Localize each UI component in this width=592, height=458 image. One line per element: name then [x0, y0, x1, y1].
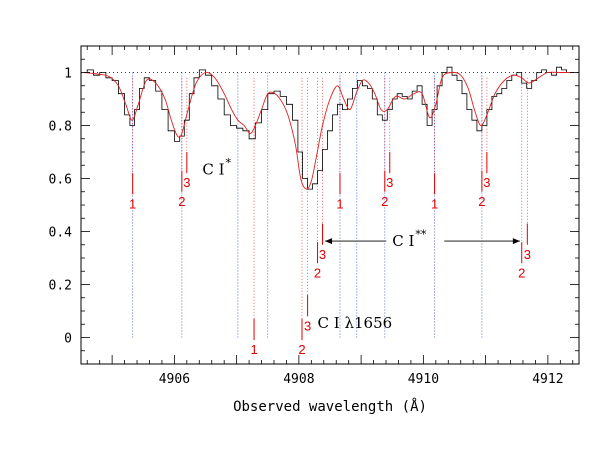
x-tick-label: 4908	[283, 372, 314, 387]
annotation-superscript: *	[226, 157, 232, 170]
transition-label: 3	[304, 318, 311, 333]
transition-drop-lines	[133, 78, 528, 319]
y-tick-label: 0.6	[49, 173, 72, 188]
x-tick-label: 4912	[532, 372, 563, 387]
y-tick-label: 0	[64, 332, 72, 347]
transition-label: 3	[524, 247, 531, 262]
annotation-superscript: **	[415, 228, 427, 241]
transition-label: 2	[518, 265, 525, 280]
transition-label: 3	[319, 247, 326, 262]
x-axis-label: Observed wavelength (Å)	[233, 398, 427, 415]
y-tick-label: 1	[64, 67, 72, 82]
y-tick-label: 0.8	[49, 120, 72, 135]
annotations: C I *C I **C I λ1656	[202, 157, 519, 333]
transition-label: 1	[431, 196, 438, 211]
transition-label: 3	[483, 175, 490, 190]
transition-label: 2	[478, 194, 485, 209]
transition-label: 2	[314, 265, 321, 280]
transition-label: 3	[386, 175, 393, 190]
axes: 4906 4908 4910 4912 0 0.2 0.4 0.6 0.8 1	[49, 46, 579, 387]
annotation-label: C I λ1656	[318, 314, 393, 332]
transition-label: 3	[183, 175, 190, 190]
transition-label: 1	[129, 196, 136, 211]
annotation-label: C I	[392, 232, 414, 250]
transition-label: 1	[250, 342, 257, 357]
arrow-right-head	[513, 238, 520, 244]
annotation-label: C I	[202, 161, 224, 179]
y-tick-label: 0.2	[49, 279, 72, 294]
x-tick-label: 4910	[408, 372, 439, 387]
y-tick-label: 0.4	[49, 226, 73, 241]
arrow-left-head	[325, 238, 332, 244]
transition-label: 2	[298, 342, 305, 357]
transition-label: 1	[336, 196, 343, 211]
x-tick-label: 4906	[159, 372, 190, 387]
transition-label: 2	[178, 194, 185, 209]
transition-label: 2	[381, 194, 388, 209]
